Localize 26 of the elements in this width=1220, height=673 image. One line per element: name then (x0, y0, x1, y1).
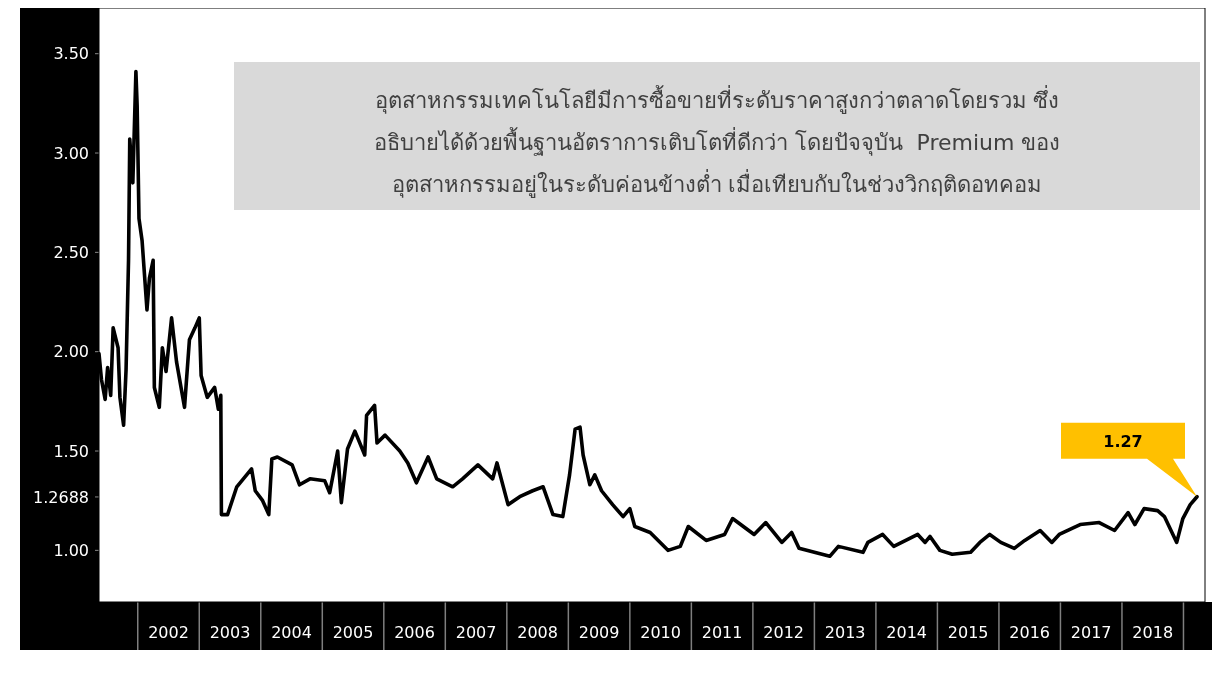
y-tick-label: 2.50 (53, 242, 89, 262)
x-tick-label: 2014 (886, 623, 928, 642)
x-tick-label: 2005 (332, 623, 374, 642)
x-tick-label: 2013 (824, 623, 866, 642)
x-tick-label: 2011 (701, 623, 743, 642)
annotation: 1.27 (1103, 431, 1143, 451)
y-tick-label: 1.50 (53, 441, 89, 461)
x-tick-label: 2009 (578, 623, 620, 642)
x-tick-label: 2002 (148, 623, 189, 642)
y-tick-label: 3.50 (53, 44, 89, 64)
y-tick-label: 1.2688 (33, 487, 89, 507)
y-tick-label: 1.00 (53, 540, 89, 560)
x-tick-label: 2012 (763, 623, 804, 642)
x-tick-label: 2007 (455, 623, 497, 642)
annotation: อุตสาหกรรมเทคโนโลยีมีการซื้อขายที่ระดับราคาสูงกว่าตลาดโดยรวม ซึ่ง อธิบายได้ด้วยพื้นฐานอัตราการเติบโตที่ดีกว่า โดยปัจจุบัน Premium ของ อุตสาหกรรมอยู่ในระดับค่อนข้างต่ำ เมื่อเทียบกับในช่วงวิกฤติดอทคอม (373, 85, 1061, 198)
x-tick-label: 2008 (517, 623, 558, 642)
x-tick-label: 2006 (394, 623, 435, 642)
y-tick-label: 3.00 (53, 143, 89, 163)
x-tick-label: 2003 (209, 623, 251, 642)
x-tick-label: 2017 (1070, 623, 1112, 642)
x-tick-label: 2016 (1009, 623, 1051, 642)
y-tick-label: 2.00 (53, 342, 89, 362)
x-tick-label: 2010 (640, 623, 681, 642)
x-tick-label: 2015 (947, 623, 989, 642)
x-tick-label: 2018 (1132, 623, 1174, 642)
x-tick-label: 2004 (271, 623, 312, 642)
